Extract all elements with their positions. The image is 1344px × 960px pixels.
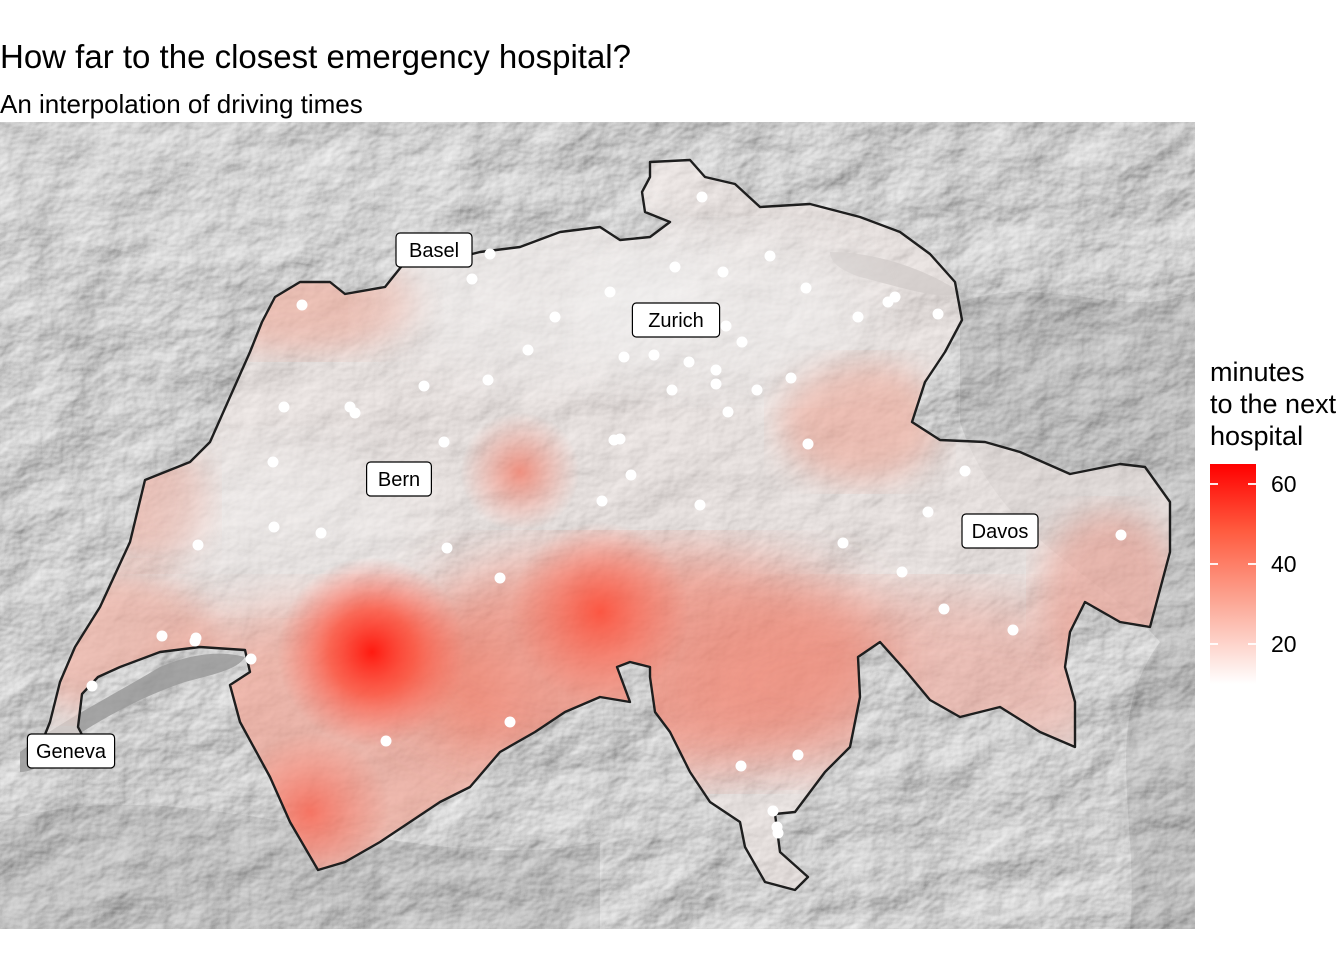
hospital-marker xyxy=(482,374,494,386)
legend-tick-mark xyxy=(1248,483,1256,485)
hospital-marker xyxy=(648,349,660,361)
hospital-marker xyxy=(608,434,620,446)
city-label-box xyxy=(395,232,473,268)
hospital-markers xyxy=(86,191,1127,839)
city-label-geneva: Geneva xyxy=(26,733,116,769)
legend-tick-mark xyxy=(1248,563,1256,565)
legend-tick-mark xyxy=(1210,563,1218,565)
city-label-text: Davos xyxy=(972,521,1029,543)
legend-title-line-3: hospital xyxy=(1210,421,1304,451)
hospital-marker xyxy=(736,336,748,348)
hospital-marker xyxy=(735,760,747,772)
hospital-marker xyxy=(800,282,812,294)
hospital-marker xyxy=(438,436,450,448)
legend-tick-label: 40 xyxy=(1271,551,1297,577)
hospital-marker xyxy=(767,805,779,817)
hospital-marker xyxy=(720,320,732,332)
hospital-marker xyxy=(717,266,729,278)
hospital-marker xyxy=(666,384,678,396)
hospital-marker xyxy=(618,351,630,363)
hospital-marker xyxy=(785,372,797,384)
hotspot-emmental xyxy=(460,412,580,532)
city-label-box xyxy=(631,302,721,338)
hospital-marker xyxy=(267,456,279,468)
hospital-marker xyxy=(694,499,706,511)
city-label-text: Geneva xyxy=(36,741,107,763)
hospital-marker xyxy=(896,566,908,578)
city-label-text: Bern xyxy=(378,469,420,491)
hotspot-fribourg-prealps xyxy=(277,557,467,747)
legend-title-line-2: to the next xyxy=(1210,389,1337,419)
hospital-marker xyxy=(156,630,168,642)
city-label-zurich: Zurich xyxy=(631,302,721,338)
hospital-marker xyxy=(245,653,257,665)
hospital-marker xyxy=(192,539,204,551)
city-labels: Basel Zurich Bern Davos Geneva xyxy=(26,232,1039,769)
legend: minutes to the next hospital 60 40 20 xyxy=(1210,356,1344,696)
hospital-marker xyxy=(504,716,516,728)
hospital-marker xyxy=(494,572,506,584)
hospital-marker xyxy=(189,635,201,647)
city-label-text: Basel xyxy=(409,240,459,262)
hospital-marker xyxy=(772,827,784,839)
hospital-marker xyxy=(932,308,944,320)
hospital-marker xyxy=(522,344,534,356)
hospital-marker xyxy=(922,506,934,518)
hospital-marker xyxy=(380,735,392,747)
hospital-marker xyxy=(837,537,849,549)
switzerland-map: Basel Zurich Bern Davos Geneva xyxy=(0,122,1195,929)
legend-tick-mark xyxy=(1248,643,1256,645)
hospital-marker xyxy=(1007,624,1019,636)
hospital-marker xyxy=(751,384,763,396)
hospital-marker xyxy=(625,469,637,481)
legend-tick-label: 60 xyxy=(1271,471,1297,497)
map-subtitle: An interpolation of driving times xyxy=(0,89,363,119)
legend-colorbar xyxy=(1210,464,1256,684)
hotspot-valais xyxy=(510,522,690,702)
hospital-marker xyxy=(418,380,430,392)
hospital-marker xyxy=(268,521,280,533)
hospital-marker xyxy=(466,273,478,285)
map-title: How far to the closest emergency hospita… xyxy=(0,38,631,75)
city-label-basel: Basel xyxy=(395,232,473,268)
city-label-bern: Bern xyxy=(366,461,433,497)
hospital-marker xyxy=(669,261,681,273)
hospital-marker xyxy=(792,749,804,761)
city-label-box xyxy=(961,513,1039,549)
hospital-marker xyxy=(852,311,864,323)
hospital-marker xyxy=(802,438,814,450)
hospital-marker xyxy=(710,364,722,376)
hospital-marker xyxy=(86,680,98,692)
hospital-marker xyxy=(596,495,608,507)
hospital-marker xyxy=(938,603,950,615)
hospital-marker xyxy=(441,542,453,554)
hospital-marker xyxy=(604,286,616,298)
legend-tick-mark xyxy=(1210,643,1218,645)
hospital-marker xyxy=(1115,529,1127,541)
hospital-marker xyxy=(696,191,708,203)
legend-tick-mark xyxy=(1210,483,1218,485)
hospital-marker xyxy=(683,356,695,368)
legend-title: minutes to the next hospital xyxy=(1210,356,1336,452)
map-panel[interactable]: Basel Zurich Bern Davos Geneva xyxy=(0,122,1195,929)
hospital-marker xyxy=(549,311,561,323)
hospital-marker xyxy=(722,406,734,418)
hospital-marker xyxy=(278,401,290,413)
legend-title-line-1: minutes xyxy=(1210,357,1305,387)
hospital-marker xyxy=(315,527,327,539)
city-label-box xyxy=(26,733,116,769)
city-label-davos: Davos xyxy=(961,513,1039,549)
hospital-marker xyxy=(484,248,496,260)
legend-tick-label: 20 xyxy=(1271,631,1297,657)
hospital-marker xyxy=(764,250,776,262)
city-label-text: Zurich xyxy=(648,310,704,332)
hospital-marker xyxy=(889,291,901,303)
city-label-box xyxy=(366,461,433,497)
hospital-marker xyxy=(349,407,361,419)
hospital-marker xyxy=(296,299,308,311)
hospital-marker xyxy=(959,465,971,477)
hospital-marker xyxy=(710,378,722,390)
